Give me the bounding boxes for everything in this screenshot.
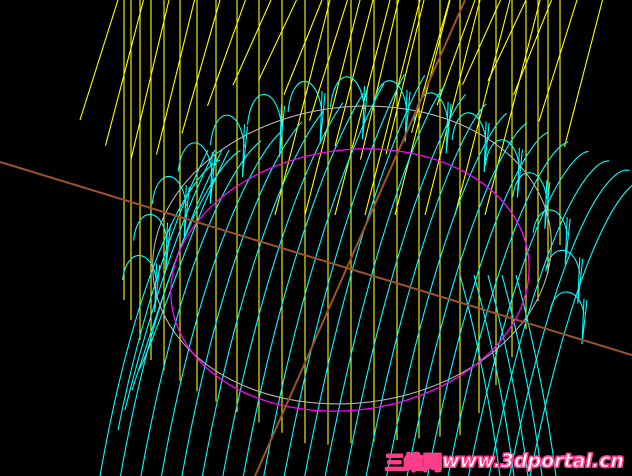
equator-ellipse (170, 148, 530, 412)
outer-ellipse (152, 105, 552, 405)
vertical-projection-lines (123, 0, 561, 445)
